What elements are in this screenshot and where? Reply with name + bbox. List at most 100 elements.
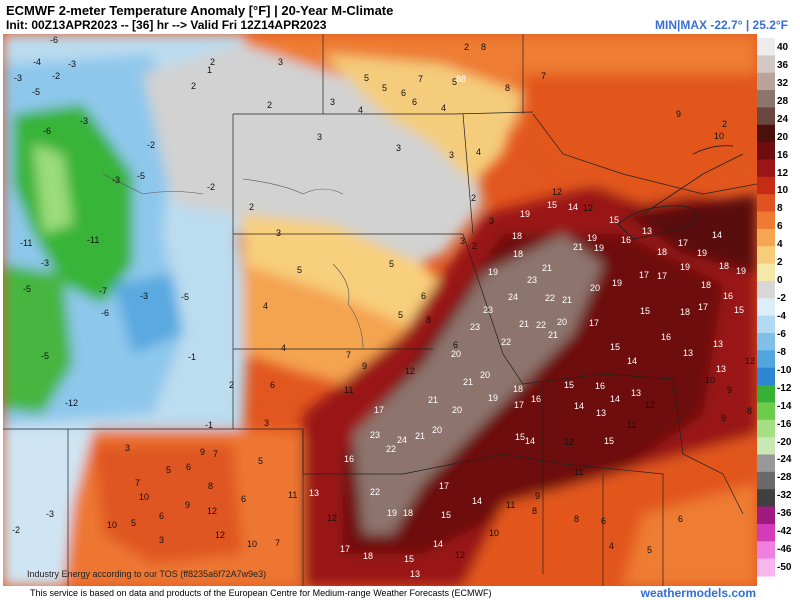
anomaly-value-label: 15 [609, 215, 619, 225]
anomaly-value-label: 13 [410, 569, 420, 579]
color-scale-legend [757, 38, 775, 577]
anomaly-value-label: 23 [483, 305, 493, 315]
anomaly-value-label: 4 [441, 103, 446, 113]
anomaly-value-label: -6 [43, 126, 51, 136]
legend-label: -32 [777, 490, 792, 502]
anomaly-value-label: 10 [489, 528, 499, 538]
anomaly-value-label: 5 [398, 310, 403, 320]
anomaly-value-label: 2 [267, 100, 272, 110]
anomaly-value-label: 9 [362, 361, 367, 371]
anomaly-value-label: 12 [207, 506, 217, 516]
anomaly-value-label: 17 [589, 318, 599, 328]
anomaly-value-label: 12 [745, 356, 755, 366]
legend-label: -14 [777, 400, 792, 412]
anomaly-value-label: 7 [346, 350, 351, 360]
legend-label: -2 [777, 293, 786, 305]
anomaly-value-label: 6 [186, 462, 191, 472]
anomaly-value-label: 4 [263, 301, 268, 311]
header: ECMWF 2-meter Temperature Anomaly [°F] |… [0, 0, 800, 34]
anomaly-value-label: -6 [50, 35, 58, 45]
anomaly-value-label: 17 [698, 302, 708, 312]
anomaly-value-label: 18 [680, 307, 690, 317]
anomaly-value-label: 4 [281, 343, 286, 353]
legend-swatch [757, 419, 775, 438]
anomaly-value-label: 23 [470, 322, 480, 332]
anomaly-value-label: 21 [428, 395, 438, 405]
anomaly-value-label: 3 [125, 443, 130, 453]
anomaly-value-label: 12 [455, 550, 465, 560]
anomaly-value-label: 19 [736, 266, 746, 276]
anomaly-value-label: 12 [564, 437, 574, 447]
anomaly-value-label: 10 [705, 375, 715, 385]
anomaly-value-label: 6 [678, 514, 683, 524]
anomaly-value-label: 22 [386, 444, 396, 454]
legend-swatch [757, 38, 775, 56]
anomaly-value-label: 15 [404, 554, 414, 564]
anomaly-value-label: 7 [275, 538, 280, 548]
legend-label: -8 [777, 346, 786, 358]
anomaly-value-label: -3 [68, 59, 76, 69]
anomaly-value-label: 10 [139, 492, 149, 502]
anomaly-value-label: 15 [564, 380, 574, 390]
anomaly-value-label: 16 [344, 454, 354, 464]
legend-swatch [757, 506, 775, 525]
anomaly-value-label: 19 [594, 243, 604, 253]
legend-label: -28 [777, 472, 792, 484]
anomaly-value-label: 14 [712, 230, 722, 240]
anomaly-value-label: -3 [80, 116, 88, 126]
anomaly-value-label: 16 [531, 394, 541, 404]
anomaly-value-label: 10 [107, 520, 117, 530]
anomaly-value-label: 19 [587, 233, 597, 243]
state-boundaries [3, 34, 757, 586]
anomaly-value-label: 22 [370, 487, 380, 497]
legend-label: -46 [777, 544, 792, 556]
anomaly-value-label: 19 [488, 267, 498, 277]
anomaly-value-label: 20 [480, 370, 490, 380]
legend-label: 28 [777, 95, 789, 107]
anomaly-value-label: 4 [609, 541, 614, 551]
brand-link[interactable]: weathermodels.com [640, 586, 756, 600]
anomaly-value-label: 2 [191, 81, 196, 91]
legend-swatch [757, 558, 775, 577]
anomaly-value-label: 21 [573, 242, 583, 252]
legend-swatch [757, 541, 775, 560]
legend-swatches [757, 38, 775, 577]
legend-swatch [757, 367, 775, 386]
anomaly-value-label: 9 [676, 109, 681, 119]
anomaly-value-label: 12 [552, 187, 562, 197]
anomaly-value-label: 18 [657, 247, 667, 257]
anomaly-value-label: -5 [32, 87, 40, 97]
legend-label: -16 [777, 418, 792, 430]
anomaly-value-label: -2 [12, 525, 20, 535]
anomaly-value-label: -4 [33, 57, 41, 67]
legend-swatch [757, 280, 775, 299]
anomaly-value-label: 19 [697, 248, 707, 258]
map-title: ECMWF 2-meter Temperature Anomaly [°F] |… [6, 3, 394, 18]
anomaly-value-label: 2 [229, 380, 234, 390]
anomaly-value-label: 15 [610, 342, 620, 352]
anomaly-value-label: 8 [747, 406, 752, 416]
anomaly-value-label: 3 [159, 535, 164, 545]
anomaly-value-label: -12 [65, 398, 78, 408]
legend-swatch [757, 315, 775, 334]
legend-swatch [757, 90, 775, 108]
anomaly-value-label: 20 [432, 425, 442, 435]
anomaly-value-label: 3 [276, 228, 281, 238]
anomaly-value-label: 14 [568, 202, 578, 212]
anomaly-value-label: 9 [200, 447, 205, 457]
legend-label: 10 [777, 185, 789, 197]
anomaly-value-label: 13 [596, 408, 606, 418]
rivers [102, 173, 364, 350]
anomaly-value-label: 16 [661, 332, 671, 342]
anomaly-value-label: -3 [140, 291, 148, 301]
anomaly-value-label: 9 [727, 385, 732, 395]
anomaly-value-label: 15 [441, 510, 451, 520]
anomaly-value-label: 21 [463, 377, 473, 387]
anomaly-value-label: 17 [639, 270, 649, 280]
anomaly-value-label: 20 [451, 349, 461, 359]
anomaly-value-label: 1 [207, 65, 212, 75]
anomaly-value-label: 22 [501, 337, 511, 347]
anomaly-value-label: 13 [713, 339, 723, 349]
anomaly-value-label: 16 [621, 235, 631, 245]
